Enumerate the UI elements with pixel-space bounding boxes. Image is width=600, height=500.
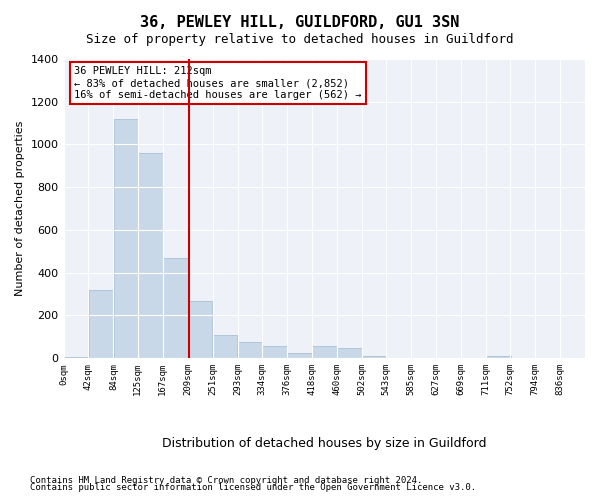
- Bar: [486, 356, 511, 358]
- Bar: [64, 357, 88, 358]
- Text: Size of property relative to detached houses in Guildford: Size of property relative to detached ho…: [86, 32, 514, 46]
- Bar: [89, 290, 113, 358]
- Bar: [262, 346, 287, 358]
- Bar: [287, 353, 311, 358]
- Bar: [138, 153, 163, 358]
- Text: Contains HM Land Registry data © Crown copyright and database right 2024.: Contains HM Land Registry data © Crown c…: [30, 476, 422, 485]
- Text: 36 PEWLEY HILL: 212sqm
← 83% of detached houses are smaller (2,852)
16% of semi-: 36 PEWLEY HILL: 212sqm ← 83% of detached…: [74, 66, 361, 100]
- Bar: [163, 258, 188, 358]
- Bar: [213, 334, 238, 358]
- Text: 36, PEWLEY HILL, GUILDFORD, GU1 3SN: 36, PEWLEY HILL, GUILDFORD, GU1 3SN: [140, 15, 460, 30]
- Text: Contains public sector information licensed under the Open Government Licence v3: Contains public sector information licen…: [30, 484, 476, 492]
- Bar: [337, 348, 362, 358]
- Bar: [238, 342, 262, 358]
- Bar: [113, 119, 138, 358]
- X-axis label: Distribution of detached houses by size in Guildford: Distribution of detached houses by size …: [162, 437, 487, 450]
- Bar: [362, 356, 386, 358]
- Bar: [188, 300, 212, 358]
- Y-axis label: Number of detached properties: Number of detached properties: [15, 121, 25, 296]
- Bar: [312, 346, 337, 358]
